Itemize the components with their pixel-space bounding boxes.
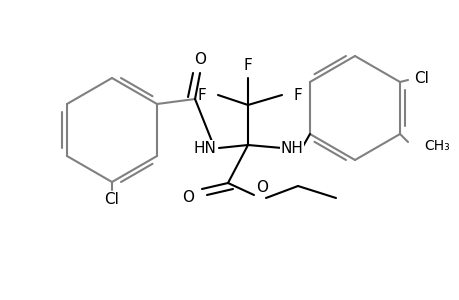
Text: CH₃: CH₃ (423, 139, 449, 153)
Text: NH: NH (280, 140, 303, 155)
Text: HN: HN (193, 140, 216, 155)
Text: O: O (194, 52, 206, 67)
Text: O: O (256, 181, 268, 196)
Text: F: F (197, 88, 206, 103)
Text: Cl: Cl (414, 70, 429, 86)
Text: Cl: Cl (104, 193, 119, 208)
Text: F: F (293, 88, 302, 103)
Text: O: O (182, 190, 194, 206)
Text: F: F (243, 58, 252, 73)
